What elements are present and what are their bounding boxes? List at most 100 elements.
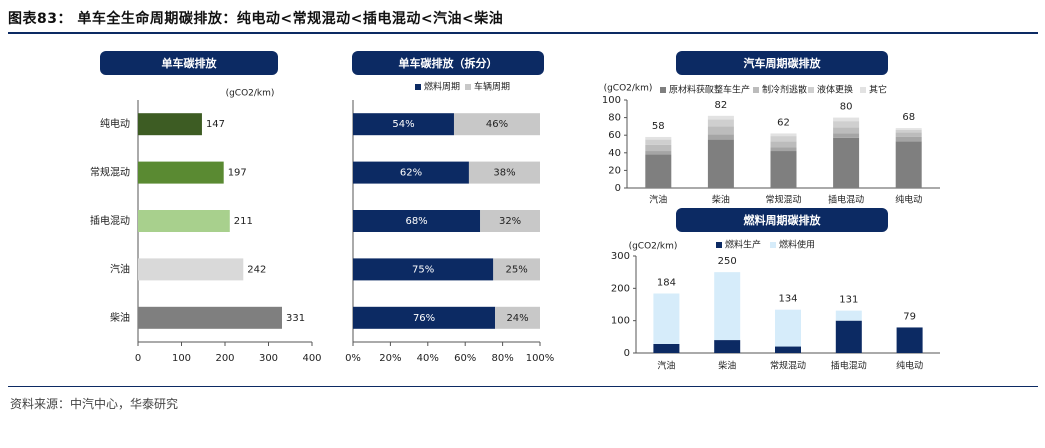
chart-vehicle-bar-2-1 xyxy=(770,147,797,152)
chart-single-xtick-label-1: 100 xyxy=(172,353,191,364)
chart-split-label-2-1: 32% xyxy=(499,216,521,227)
chart-single-value-4: 331 xyxy=(286,313,305,324)
chart-split-xtick-label-3: 60% xyxy=(454,353,476,364)
chart-vehicle-bar-4-4 xyxy=(895,128,922,130)
chart-vehicle-unit: (gCO2/km) xyxy=(604,84,653,94)
chart-vehicle-bar-1-3 xyxy=(707,119,734,127)
source-note: 资料来源：中汽中心，华泰研究 xyxy=(10,397,179,411)
chart-split-legend-0-swatch xyxy=(415,84,421,90)
chart-vehicle-bar-1-0 xyxy=(707,139,734,188)
chart-fuel-total-3: 131 xyxy=(839,295,858,306)
chart-vehicle-bar-2-0 xyxy=(770,151,797,188)
chart-split-label-3-0: 75% xyxy=(412,264,434,275)
chart-vehicle-category-4: 纯电动 xyxy=(895,194,922,206)
chart-fuel-legend-0-label: 燃料生产 xyxy=(725,239,761,251)
chart-vehicle-ytick-label-3: 60 xyxy=(608,130,621,141)
chart-single-bar-2 xyxy=(138,210,230,232)
chart-vehicle-bar-1-1 xyxy=(707,134,734,140)
chart-vehicle-ytick-label-2: 40 xyxy=(608,148,621,159)
chart-vehicle-legend-0-label: 原材料获取 xyxy=(669,84,714,96)
chart-single-xtick-label-3: 300 xyxy=(259,353,278,364)
chart-vehicle-category-0: 汽油 xyxy=(649,194,667,206)
chart-split-legend-1-swatch xyxy=(465,84,471,90)
chart-single-bar-3 xyxy=(138,258,244,281)
chart-fuel-header-title: 燃料周期碳排放 xyxy=(743,213,822,227)
chart-vehicle-header-title: 汽车周期碳排放 xyxy=(744,56,822,70)
chart-single-value-3: 242 xyxy=(247,264,266,275)
chart-split-label-1-0: 62% xyxy=(400,168,422,179)
chart-vehicle-ytick-label-5: 100 xyxy=(602,95,621,106)
chart-split-bar-2-0 xyxy=(353,210,481,232)
chart-fuel-category-3: 插电混动 xyxy=(831,360,867,372)
figure-title: 图表83： 单车全生命周期碳排放：纯电动<常规混动<插电混动<汽油<柴油 xyxy=(8,11,504,27)
chart-fuel-unit: (gCO2/km) xyxy=(629,242,678,252)
chart-split-header-title: 单车碳排放（拆分） xyxy=(399,56,498,70)
chart-split-label-0-0: 54% xyxy=(392,119,414,130)
chart-single-unit: (gCO2/km) xyxy=(226,89,275,99)
chart-vehicle-category-2: 常规混动 xyxy=(765,194,801,206)
chart-vehicle-total-3: 80 xyxy=(840,102,853,113)
chart-single-header xyxy=(100,51,278,75)
chart-single-bar-1 xyxy=(138,161,224,184)
chart-vehicle-total-4: 68 xyxy=(902,112,915,123)
chart-fuel-total-2: 134 xyxy=(778,294,797,305)
chart-split-bar-1-0 xyxy=(353,161,469,184)
chart-split-label-0-1: 46% xyxy=(486,119,508,130)
chart-fuel-ytick-label-3: 300 xyxy=(611,251,630,262)
chart-vehicle-legend-4-swatch xyxy=(860,87,866,93)
chart-split-bar-3-0 xyxy=(353,258,494,281)
chart-split-xtick-label-1: 20% xyxy=(379,353,401,364)
chart-fuel-bar-3-1 xyxy=(835,310,862,321)
chart-vehicle-bar-0-0 xyxy=(645,154,672,188)
chart-fuel-ytick-label-2: 200 xyxy=(611,283,630,294)
chart-split-label-3-1: 25% xyxy=(506,264,528,275)
chart-single-category-3: 汽油 xyxy=(110,262,130,275)
chart-fuel-bar-1-0 xyxy=(714,340,741,353)
chart-vehicle-bar-2-2 xyxy=(770,141,797,148)
chart-single-category-2: 插电混动 xyxy=(90,214,130,227)
chart-fuel-legend-1-label: 燃料使用 xyxy=(779,239,815,251)
chart-fuel-total-1: 250 xyxy=(718,256,737,267)
chart-vehicle-bar-1-4 xyxy=(707,115,734,120)
chart-vehicle-legend-1-label: 整车生产 xyxy=(714,84,750,96)
chart-vehicle-legend-2-label: 制冷剂逃散 xyxy=(762,84,807,96)
chart-fuel-category-0: 汽油 xyxy=(657,360,675,372)
chart-single-category-1: 常规混动 xyxy=(90,166,130,179)
chart-split-legend-0-label: 燃料周期 xyxy=(424,81,460,93)
chart-split-bar-0-1 xyxy=(453,113,540,136)
chart-vehicle-bar-3-3 xyxy=(833,121,860,128)
chart-vehicle-total-2: 62 xyxy=(777,117,790,128)
chart-fuel-legend-0-swatch xyxy=(716,242,722,248)
chart-single-xtick-label-0: 0 xyxy=(135,353,141,364)
chart-split-bar-0-0 xyxy=(353,113,454,136)
chart-vehicle-legend-4-label: 其它 xyxy=(869,84,887,96)
chart-split-label-4-1: 24% xyxy=(506,313,528,324)
chart-split-header xyxy=(352,51,544,75)
footer-rule xyxy=(8,386,1038,387)
chart-vehicle-legend-1-swatch xyxy=(705,87,711,93)
chart-single-bar-0 xyxy=(138,113,202,136)
chart-single-bar-4 xyxy=(138,306,282,329)
chart-vehicle-category-3: 插电混动 xyxy=(828,194,864,206)
chart-vehicle-bar-0-4 xyxy=(645,136,672,140)
chart-vehicle-ytick-label-4: 80 xyxy=(608,113,621,124)
chart-split-bar-3-1 xyxy=(493,258,540,281)
chart-single-value-0: 147 xyxy=(206,119,225,130)
chart-fuel-bar-4-0 xyxy=(896,327,923,353)
chart-fuel-category-4: 纯电动 xyxy=(896,360,923,372)
chart-vehicle-legend-3-label: 液体更换 xyxy=(817,84,853,96)
chart-vehicle-bar-0-2 xyxy=(645,144,672,152)
chart-single-xtick-label-4: 400 xyxy=(302,353,321,364)
chart-fuel-bar-2-1 xyxy=(775,309,801,347)
chart-split-bar-1-1 xyxy=(468,161,540,184)
chart-single-category-0: 纯电动 xyxy=(100,117,130,130)
chart-vehicle-bar-2-4 xyxy=(770,133,797,137)
chart-split-xtick-label-5: 100% xyxy=(526,353,555,364)
chart-vehicle-ytick-label-1: 20 xyxy=(608,165,621,176)
chart-split-xtick-label-2: 40% xyxy=(417,353,439,364)
chart-vehicle-bar-4-2 xyxy=(895,132,922,137)
chart-single-header-title: 单车碳排放 xyxy=(162,56,218,70)
chart-split-bar-4-1 xyxy=(495,306,540,329)
chart-fuel-bar-3-0 xyxy=(835,320,862,353)
